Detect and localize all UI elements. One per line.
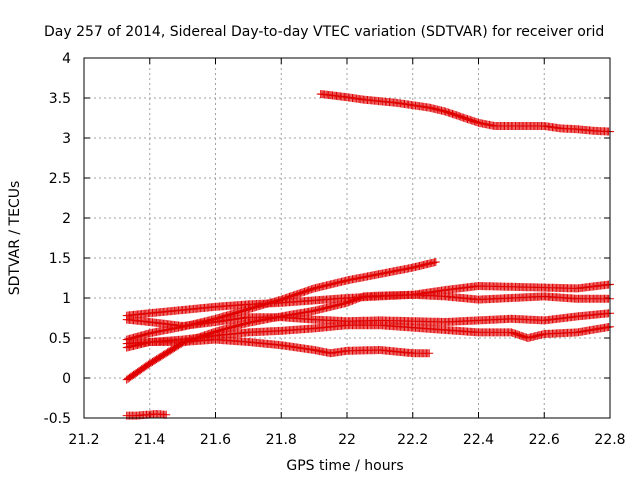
axis-ticks: 21.2 21.4 21.6 21.8 22 22.2 22.4 22.6 22.8 -0.5 0 0… bbox=[44, 51, 626, 448]
series-s1-markers bbox=[316, 90, 614, 136]
y-tick-label: 0.5 bbox=[49, 331, 71, 347]
x-tick-label: 22.2 bbox=[397, 432, 428, 448]
y-tick-label: 2.5 bbox=[49, 171, 71, 187]
x-tick-label: 21.6 bbox=[200, 432, 231, 448]
x-tick-label: 21.4 bbox=[134, 432, 165, 448]
y-tick-label: 3.5 bbox=[49, 91, 71, 107]
series-s5 bbox=[122, 309, 614, 330]
y-tick-label: 1 bbox=[62, 291, 71, 307]
series-s7-markers bbox=[122, 335, 434, 358]
y-tick-label: 2 bbox=[62, 211, 71, 227]
series-s8 bbox=[122, 410, 171, 420]
y-tick-label: -0.5 bbox=[44, 411, 71, 427]
y-tick-label: 0 bbox=[62, 371, 71, 387]
series-s7 bbox=[122, 335, 434, 358]
plot-border bbox=[83, 57, 611, 419]
grid bbox=[84, 58, 610, 418]
y-tick-label: 3 bbox=[62, 131, 71, 147]
x-tick-label: 21.2 bbox=[68, 432, 99, 448]
series-s5-markers bbox=[122, 309, 614, 330]
x-tick-label: 21.8 bbox=[266, 432, 297, 448]
series-s1 bbox=[316, 90, 614, 136]
x-tick-label: 22.8 bbox=[594, 432, 625, 448]
y-tick-label: 4 bbox=[62, 51, 71, 67]
x-axis-label: GPS time / hours bbox=[286, 458, 403, 474]
x-tick-label: 22.6 bbox=[529, 432, 560, 448]
chart-title: Day 257 of 2014, Sidereal Day-to-day VTE… bbox=[44, 24, 604, 40]
data-series bbox=[122, 90, 614, 420]
x-tick-label: 22.4 bbox=[463, 432, 494, 448]
series-s8-markers bbox=[122, 410, 171, 420]
x-tick-label: 22 bbox=[338, 432, 356, 448]
y-tick-label: 1.5 bbox=[49, 251, 71, 267]
y-axis-label: SDTVAR / TECUs bbox=[7, 181, 23, 296]
